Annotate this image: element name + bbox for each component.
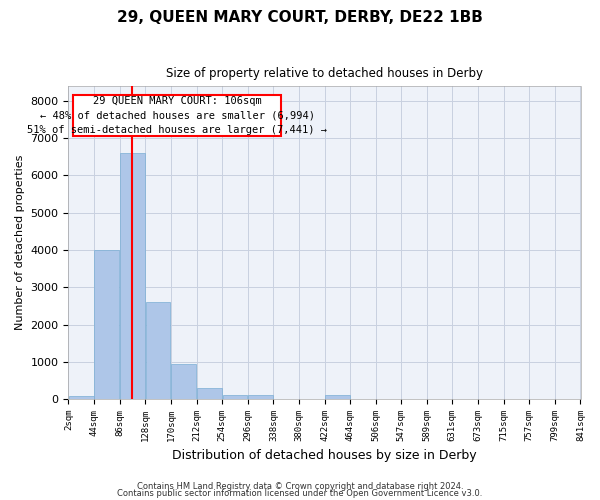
- Bar: [94, 250, 119, 399]
- Bar: [197, 388, 222, 399]
- Text: 29 QUEEN MARY COURT: 106sqm
← 48% of detached houses are smaller (6,994)
51% of : 29 QUEEN MARY COURT: 106sqm ← 48% of det…: [27, 96, 327, 136]
- Title: Size of property relative to detached houses in Derby: Size of property relative to detached ho…: [166, 68, 483, 80]
- Y-axis label: Number of detached properties: Number of detached properties: [15, 155, 25, 330]
- Bar: [69, 396, 94, 399]
- Bar: [325, 396, 350, 399]
- X-axis label: Distribution of detached houses by size in Derby: Distribution of detached houses by size …: [172, 450, 477, 462]
- Bar: [120, 153, 145, 399]
- Bar: [146, 302, 170, 399]
- Text: 29, QUEEN MARY COURT, DERBY, DE22 1BB: 29, QUEEN MARY COURT, DERBY, DE22 1BB: [117, 10, 483, 25]
- Bar: [172, 364, 196, 399]
- Bar: [248, 396, 273, 399]
- Bar: [223, 394, 247, 399]
- FancyBboxPatch shape: [73, 95, 281, 136]
- Text: Contains public sector information licensed under the Open Government Licence v3: Contains public sector information licen…: [118, 489, 482, 498]
- Text: Contains HM Land Registry data © Crown copyright and database right 2024.: Contains HM Land Registry data © Crown c…: [137, 482, 463, 491]
